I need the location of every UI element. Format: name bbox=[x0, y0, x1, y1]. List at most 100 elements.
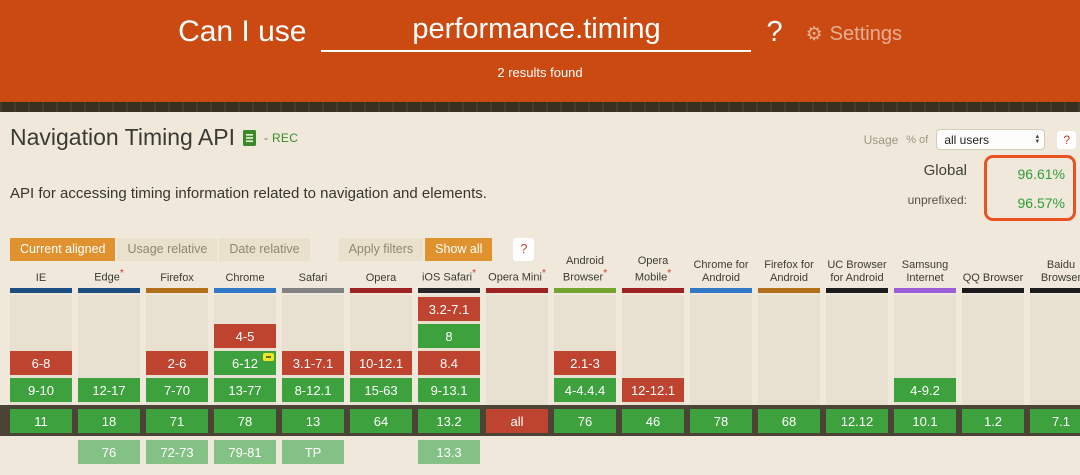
browser-header-chrome[interactable]: Chrome bbox=[214, 272, 276, 293]
support-cell-firefox: 7-70 bbox=[146, 378, 208, 402]
show-all-button[interactable]: Show all bbox=[425, 238, 493, 261]
browser-color-bar bbox=[690, 288, 752, 293]
support-cell-uc-browser: 12.12 bbox=[826, 409, 888, 433]
version-range: 7-70 bbox=[163, 382, 191, 398]
browser-color-bar bbox=[1030, 288, 1080, 293]
support-cell-chrome: 6-12 bbox=[214, 351, 276, 375]
usage-help-button[interactable]: ? bbox=[1057, 130, 1076, 149]
footnote-asterisk: * bbox=[541, 268, 546, 280]
support-cell-android-browser: 2.1-3 bbox=[554, 351, 616, 375]
version-range: 6-8 bbox=[31, 355, 51, 371]
browser-header-firefox[interactable]: Firefox bbox=[146, 272, 208, 293]
browser-header-uc-browser[interactable]: UC Browser for Android bbox=[826, 259, 888, 293]
support-cell-safari: 13 bbox=[282, 409, 344, 433]
support-cell-safari: TP bbox=[282, 440, 344, 464]
browser-color-bar bbox=[214, 288, 276, 293]
browser-color-bar bbox=[418, 288, 480, 293]
page-title: Navigation Timing API bbox=[10, 124, 236, 150]
column-strip bbox=[962, 295, 1024, 405]
version-range: 13.3 bbox=[436, 444, 462, 460]
version-range: 12-17 bbox=[92, 382, 126, 398]
version-range: 8-12.1 bbox=[294, 382, 332, 398]
support-cell-android-browser: 76 bbox=[554, 409, 616, 433]
browser-header-ios-safari[interactable]: iOS Safari* bbox=[418, 268, 480, 293]
support-cell-android-browser: 4-4.4.4 bbox=[554, 378, 616, 402]
global-usage-value: 96.61% bbox=[1017, 165, 1065, 182]
version-range: 71 bbox=[169, 413, 185, 429]
browser-header-edge[interactable]: Edge* bbox=[78, 268, 140, 293]
percent-of-label: % of bbox=[906, 133, 929, 146]
browser-name: IE bbox=[35, 271, 47, 284]
footnote-asterisk: * bbox=[603, 268, 608, 280]
browser-header-qq-browser[interactable]: QQ Browser bbox=[962, 272, 1024, 293]
version-range: 10-12.1 bbox=[358, 355, 404, 371]
browser-header-opera[interactable]: Opera bbox=[350, 272, 412, 293]
filter-date-relative[interactable]: Date relative bbox=[219, 238, 310, 261]
search-row: Can I use performance.timing ? ⚙ Setting… bbox=[0, 0, 1080, 52]
gear-icon: ⚙ bbox=[805, 24, 823, 45]
browser-name: Opera Mini* bbox=[488, 268, 546, 284]
version-range: TP bbox=[304, 444, 322, 460]
support-cell-edge: 18 bbox=[78, 409, 140, 433]
browser-name: UC Browser for Android bbox=[827, 258, 887, 284]
browser-header-ie[interactable]: IE bbox=[10, 272, 72, 293]
support-cell-chrome: 4-5 bbox=[214, 324, 276, 348]
browser-header-baidu-browser[interactable]: Baidu Browser bbox=[1030, 259, 1080, 293]
column-strip bbox=[758, 295, 820, 405]
browser-header-opera-mobile[interactable]: Opera Mobile* bbox=[622, 255, 684, 293]
global-usage-label: Global bbox=[923, 161, 967, 179]
feature-search-input[interactable]: performance.timing bbox=[321, 9, 752, 52]
version-range: 13-77 bbox=[228, 382, 262, 398]
version-range: 9-10 bbox=[27, 382, 55, 398]
browser-name: Opera Mobile* bbox=[634, 254, 672, 284]
browser-color-bar bbox=[554, 288, 616, 293]
search-query-text: performance.timing bbox=[412, 13, 661, 45]
browser-header-safari[interactable]: Safari bbox=[282, 272, 344, 293]
filter-usage-relative[interactable]: Usage relative bbox=[117, 238, 218, 261]
browser-header-firefox-android[interactable]: Firefox for Android bbox=[758, 259, 820, 293]
footnote-asterisk: * bbox=[119, 268, 124, 280]
apply-filters-button[interactable]: Apply filters bbox=[338, 238, 424, 261]
version-range: 9-13.1 bbox=[430, 382, 468, 398]
browser-header-chrome-android[interactable]: Chrome for Android bbox=[690, 259, 752, 293]
browser-header-android-browser[interactable]: Android Browser* bbox=[554, 255, 616, 293]
compat-table: IE Edge* Firefox Chrome Safari Opera iOS Safar… bbox=[0, 255, 1080, 467]
support-cell-baidu-browser: 7.1 bbox=[1030, 409, 1080, 433]
browser-name: Firefox for Android bbox=[764, 258, 814, 284]
browser-color-bar bbox=[962, 288, 1024, 293]
footnote-asterisk: * bbox=[667, 268, 672, 280]
filters-help-button[interactable]: ? bbox=[513, 238, 535, 261]
browser-header-opera-mini[interactable]: Opera Mini* bbox=[486, 268, 548, 293]
filter-toolbar: Current aligned Usage relative Date rela… bbox=[10, 238, 535, 261]
support-cell-chrome: 13-77 bbox=[214, 378, 276, 402]
column-strip bbox=[690, 295, 752, 405]
support-cell-ie: 6-8 bbox=[10, 351, 72, 375]
column-strip bbox=[1030, 295, 1080, 405]
version-range: 12.12 bbox=[840, 413, 874, 429]
version-range: 8 bbox=[445, 328, 453, 344]
browser-color-bar bbox=[894, 288, 956, 293]
column-strip bbox=[826, 295, 888, 405]
note-badge-icon[interactable] bbox=[263, 353, 274, 361]
version-range: 4-5 bbox=[235, 328, 255, 344]
version-range: 76 bbox=[577, 413, 593, 429]
spec-document-icon[interactable] bbox=[243, 129, 257, 146]
spec-status-badge[interactable]: - REC bbox=[264, 130, 299, 145]
version-range: 72-73 bbox=[160, 444, 194, 460]
version-range: 7.1 bbox=[1051, 413, 1071, 429]
settings-link[interactable]: ⚙ Settings bbox=[806, 23, 902, 52]
browser-header-samsung-internet[interactable]: Samsung Internet bbox=[894, 259, 956, 293]
version-range: 76 bbox=[101, 444, 117, 460]
usage-panel: Usage % of all users ▲ ▼ ? Global unprefi… bbox=[776, 129, 1076, 221]
usage-region-select[interactable]: all users ▲ ▼ bbox=[936, 129, 1046, 150]
support-cell-ie: 11 bbox=[10, 409, 72, 433]
support-cell-samsung-internet: 4-9.2 bbox=[894, 378, 956, 402]
support-cell-firefox: 71 bbox=[146, 409, 208, 433]
support-cell-chrome: 78 bbox=[214, 409, 276, 433]
filter-current-aligned[interactable]: Current aligned bbox=[10, 238, 116, 261]
site-title: Can I use bbox=[178, 15, 307, 48]
usage-values-box: 96.61% 96.57% bbox=[984, 155, 1076, 221]
support-cell-opera-mobile: 12-12.1 bbox=[622, 378, 684, 402]
browser-name: Android Browser* bbox=[562, 254, 608, 284]
